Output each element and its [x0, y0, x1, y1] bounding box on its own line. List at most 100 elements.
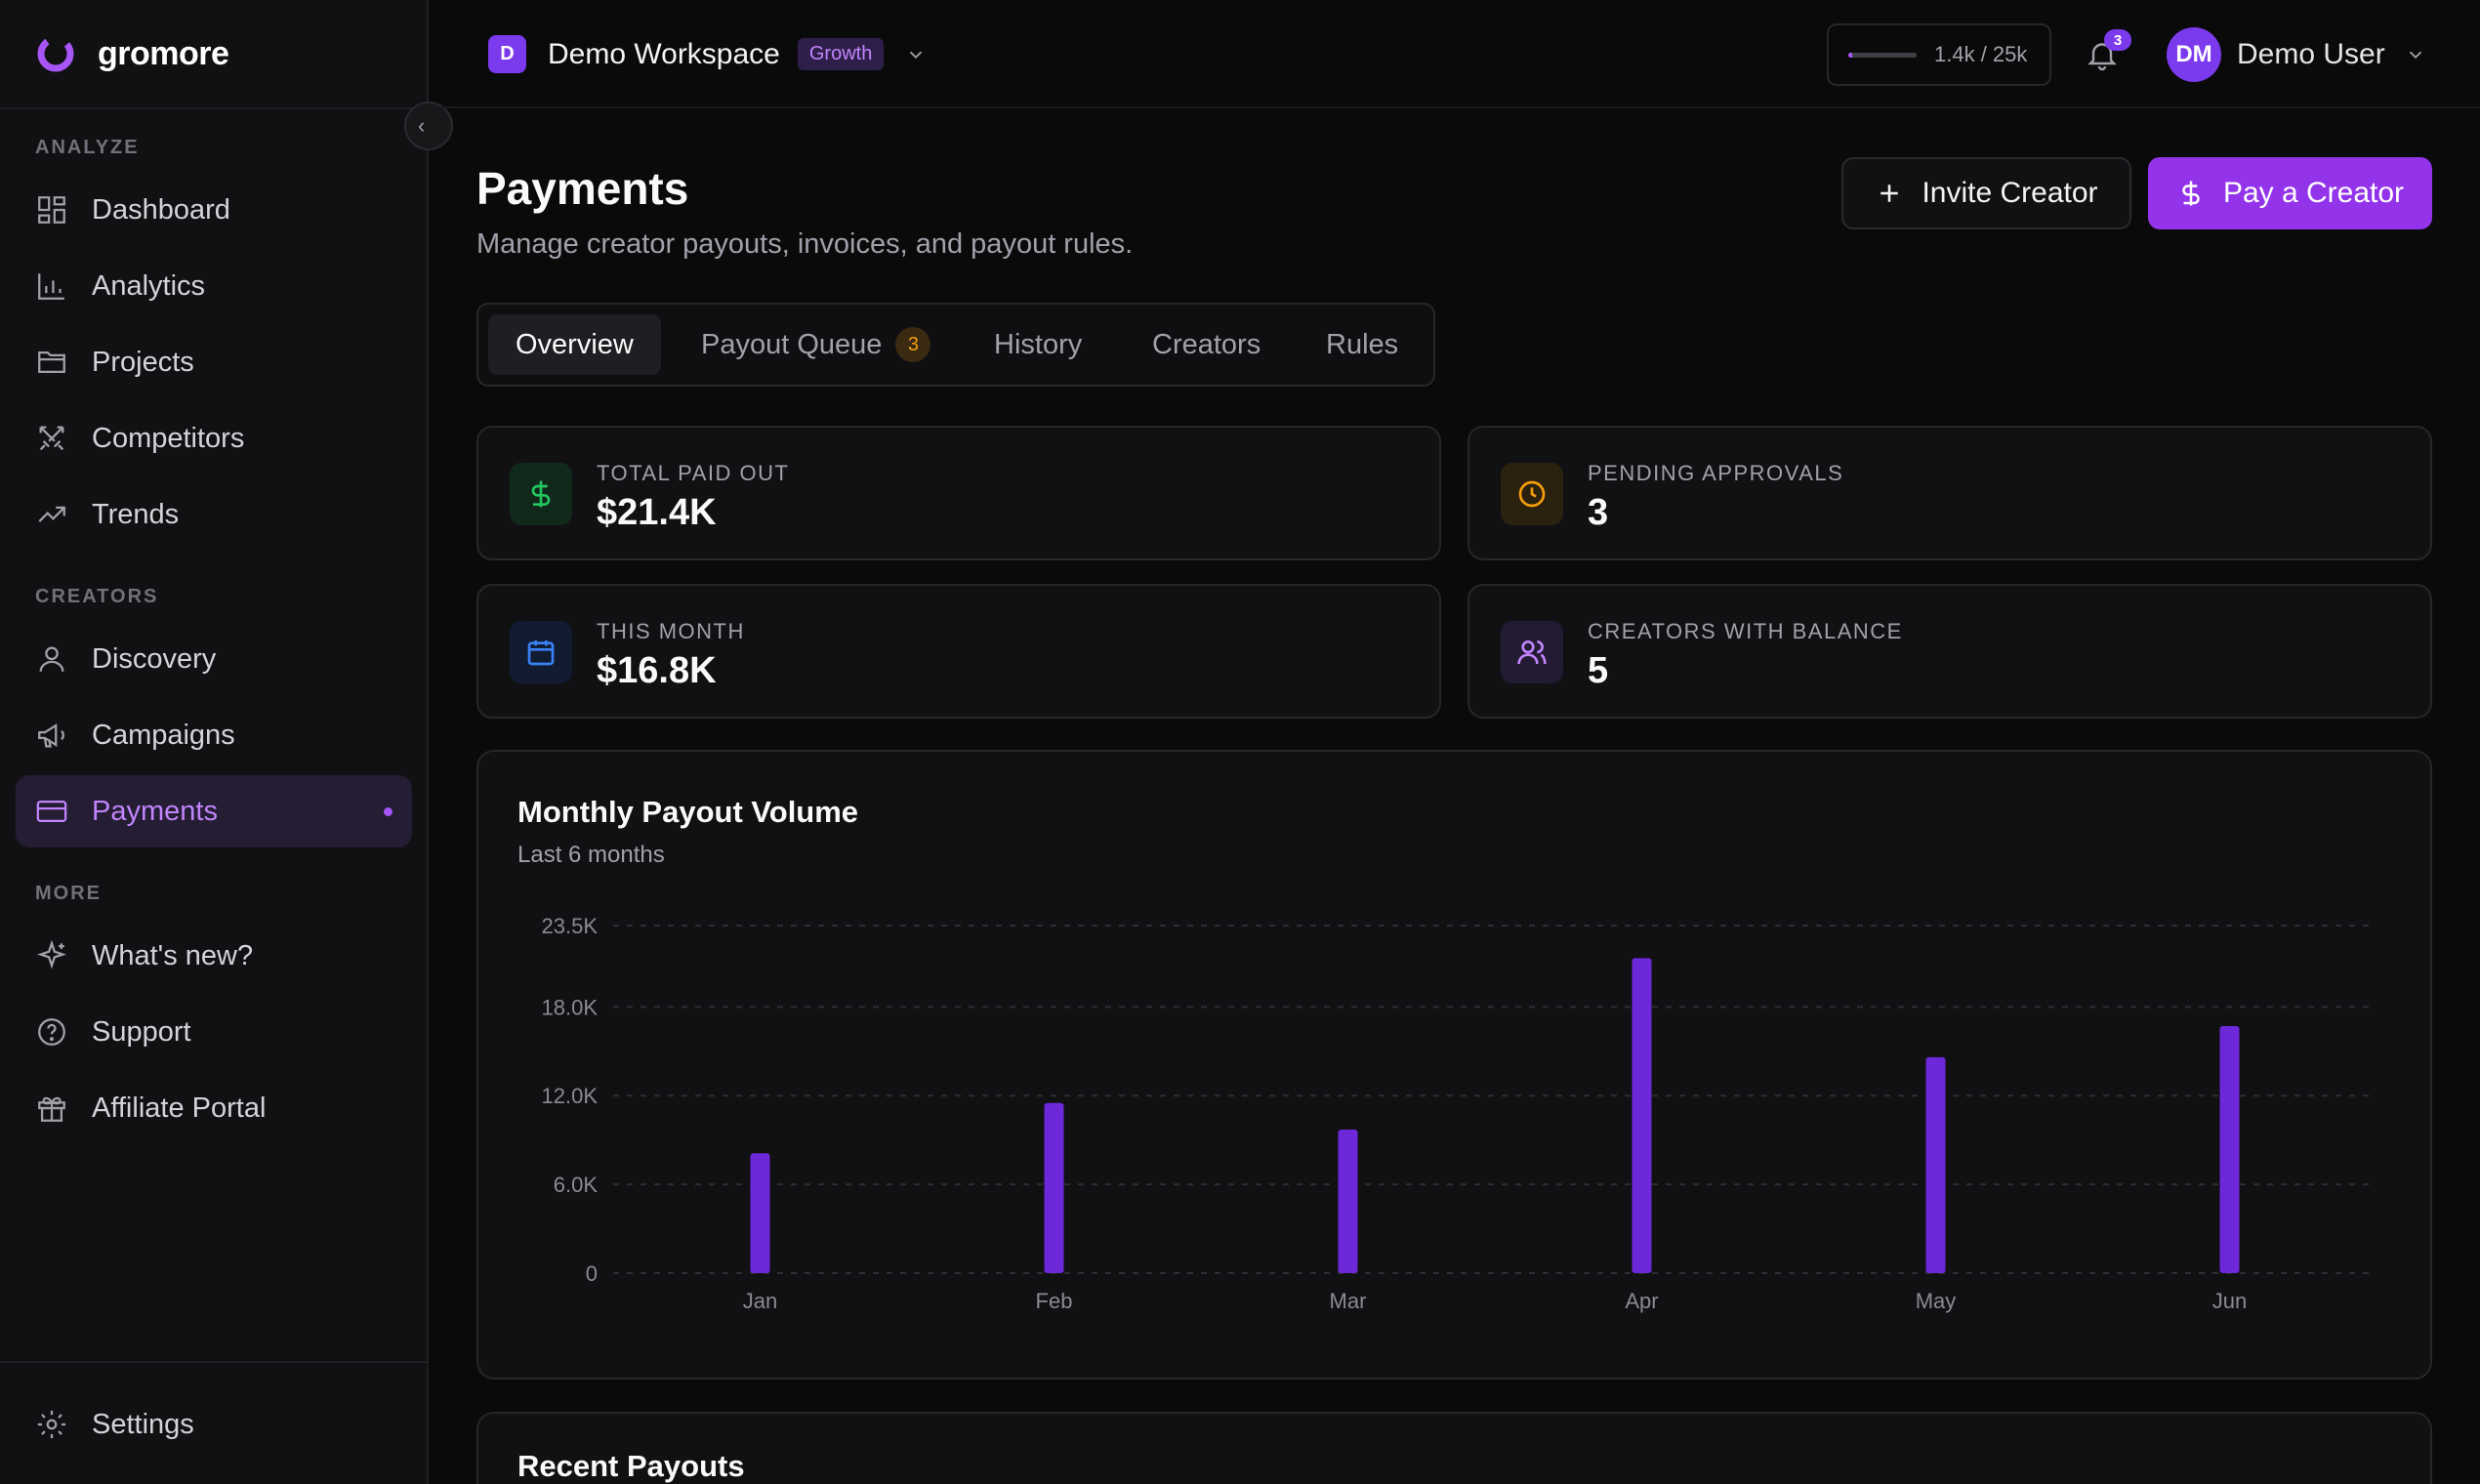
bar-chart-icon — [38, 273, 64, 300]
stat-card-pending-approvals: PENDING APPROVALS 3 — [1467, 426, 2432, 560]
folder-icon — [38, 350, 65, 374]
usage-text: 1.4k / 25k — [1934, 42, 2028, 66]
user-menu[interactable]: DM Demo User — [2167, 27, 2426, 82]
sidebar-item-dashboard[interactable]: Dashboard — [16, 174, 412, 246]
x-tick-label: Apr — [1625, 1289, 1658, 1313]
avatar: DM — [2167, 27, 2221, 82]
stat-card-creators-with-balance: CREATORS WITH BALANCE 5 — [1467, 584, 2432, 719]
gromore-logo-icon — [37, 35, 74, 72]
invite-creator-button[interactable]: Invite Creator — [1841, 157, 2131, 229]
tab-creators[interactable]: Creators — [1152, 314, 1261, 375]
y-tick-label: 23.5K — [542, 914, 599, 938]
pay-creator-button[interactable]: Pay a Creator — [2148, 157, 2432, 229]
sidebar-item-label: Discovery — [92, 642, 217, 675]
dashboard-icon — [38, 196, 65, 224]
bar-may[interactable] — [1925, 1056, 1946, 1273]
dollar-icon — [531, 480, 551, 508]
sidebar-item-projects[interactable]: Projects — [16, 326, 412, 398]
recent-payouts-card: Recent Payouts — [476, 1412, 2432, 1484]
page-subtitle: Manage creator payouts, invoices, and pa… — [476, 228, 1134, 260]
collapse-sidebar-button[interactable]: ‹ — [404, 102, 453, 150]
sidebar-item-payments[interactable]: Payments — [16, 775, 412, 847]
sidebar-item-whats-new[interactable]: What's new? — [16, 920, 412, 992]
bar-chart: 0 6.0K 12.0K 18.0K 23.5K Jan Feb Mar Apr May Jun — [542, 914, 2377, 1313]
usage-meter[interactable]: 1.4k / 25k — [1827, 23, 2051, 86]
tab-history[interactable]: History — [994, 314, 1082, 375]
tab-rules[interactable]: Rules — [1326, 314, 1398, 375]
brand[interactable]: gromore — [35, 33, 229, 74]
y-tick-label: 0 — [586, 1261, 598, 1286]
sidebar-item-campaigns[interactable]: Campaigns — [16, 699, 412, 771]
tab-label: Creators — [1152, 328, 1261, 360]
chart-title: Monthly Payout Volume — [517, 795, 859, 829]
stat-icon-box — [1501, 463, 1563, 525]
stat-label: TOTAL PAID OUT — [597, 461, 790, 485]
sidebar-divider — [0, 1361, 427, 1363]
plus-icon — [1881, 185, 1899, 202]
bar-apr[interactable] — [1632, 958, 1652, 1273]
x-tick-label: Jun — [2212, 1289, 2247, 1313]
invite-creator-label: Invite Creator — [1922, 177, 2098, 209]
help-circle-icon — [38, 1018, 65, 1046]
x-tick-label: Feb — [1036, 1289, 1073, 1313]
tab-label: Overview — [516, 328, 634, 360]
sidebar-item-label: Analytics — [92, 269, 206, 302]
stat-value: $21.4K — [597, 492, 717, 533]
stat-value: $16.8K — [597, 650, 717, 691]
tab-label: History — [994, 328, 1083, 360]
sidebar-item-label: Trends — [92, 498, 180, 530]
user-icon — [39, 646, 64, 672]
stat-card-this-month: THIS MONTH $16.8K — [476, 584, 1441, 719]
x-tick-label: Jan — [743, 1289, 777, 1313]
sidebar-divider — [0, 107, 427, 109]
workspace-name: Demo Workspace — [548, 37, 780, 70]
stat-label: PENDING APPROVALS — [1588, 461, 1844, 485]
section-label-creators: CREATORS — [35, 586, 159, 607]
recent-payouts-title: Recent Payouts — [517, 1449, 745, 1483]
active-indicator-dot — [384, 807, 393, 816]
x-tick-label: Mar — [1330, 1289, 1367, 1313]
bar-jan[interactable] — [750, 1153, 770, 1273]
sparkles-icon — [37, 939, 66, 969]
sidebar-item-affiliate-portal[interactable]: Affiliate Portal — [16, 1072, 412, 1144]
page-title: Payments — [476, 163, 689, 214]
dollar-icon — [2182, 181, 2200, 206]
tab-overview[interactable]: Overview — [488, 314, 661, 375]
chart-subtitle: Last 6 months — [517, 842, 665, 868]
stat-card-total-paid-out: TOTAL PAID OUT $21.4K — [476, 426, 1441, 560]
chevron-down-icon — [910, 51, 923, 59]
section-label-more: MORE — [35, 883, 102, 904]
sidebar-item-label: Affiliate Portal — [92, 1092, 267, 1124]
user-name: Demo User — [2237, 38, 2385, 70]
brand-name: gromore — [98, 34, 229, 72]
sidebar-item-analytics[interactable]: Analytics — [16, 250, 412, 322]
sidebar-item-label: What's new? — [92, 939, 254, 971]
gift-icon — [38, 1096, 65, 1122]
bar-mar[interactable] — [1338, 1130, 1358, 1273]
bar-jun[interactable] — [2219, 1026, 2240, 1273]
megaphone-icon — [38, 723, 64, 748]
sidebar-item-trends[interactable]: Trends — [16, 478, 412, 551]
sidebar-item-label: Projects — [92, 346, 194, 378]
tab-label: Payout Queue — [701, 328, 883, 360]
trending-up-icon — [38, 506, 65, 522]
section-label-analyze: ANALYZE — [35, 137, 140, 158]
sidebar-item-label: Dashboard — [92, 193, 230, 226]
stat-value: 3 — [1588, 492, 1609, 533]
sidebar-item-settings[interactable]: Settings — [16, 1388, 412, 1461]
credit-card-icon — [36, 800, 67, 823]
sidebar-item-support[interactable]: Support — [16, 996, 412, 1068]
y-tick-label: 12.0K — [542, 1084, 599, 1108]
usage-progress-fill — [1848, 52, 1852, 58]
bar-feb[interactable] — [1044, 1102, 1064, 1273]
sidebar-item-discovery[interactable]: Discovery — [16, 623, 412, 695]
sidebar-item-competitors[interactable]: Competitors — [16, 402, 412, 474]
chevron-down-icon — [2409, 51, 2421, 60]
sidebar-item-label: Campaigns — [92, 719, 235, 751]
stat-icon-box — [1501, 621, 1563, 683]
notification-badge: 3 — [2104, 29, 2131, 51]
tab-payout-queue[interactable]: Payout Queue 3 — [701, 314, 931, 375]
gear-icon — [37, 1410, 66, 1439]
sidebar: gromore ‹ ANALYZE Dashboard Analytics Pr… — [0, 0, 453, 1484]
workspace-switcher[interactable]: D Demo Workspace Growth — [488, 35, 927, 73]
